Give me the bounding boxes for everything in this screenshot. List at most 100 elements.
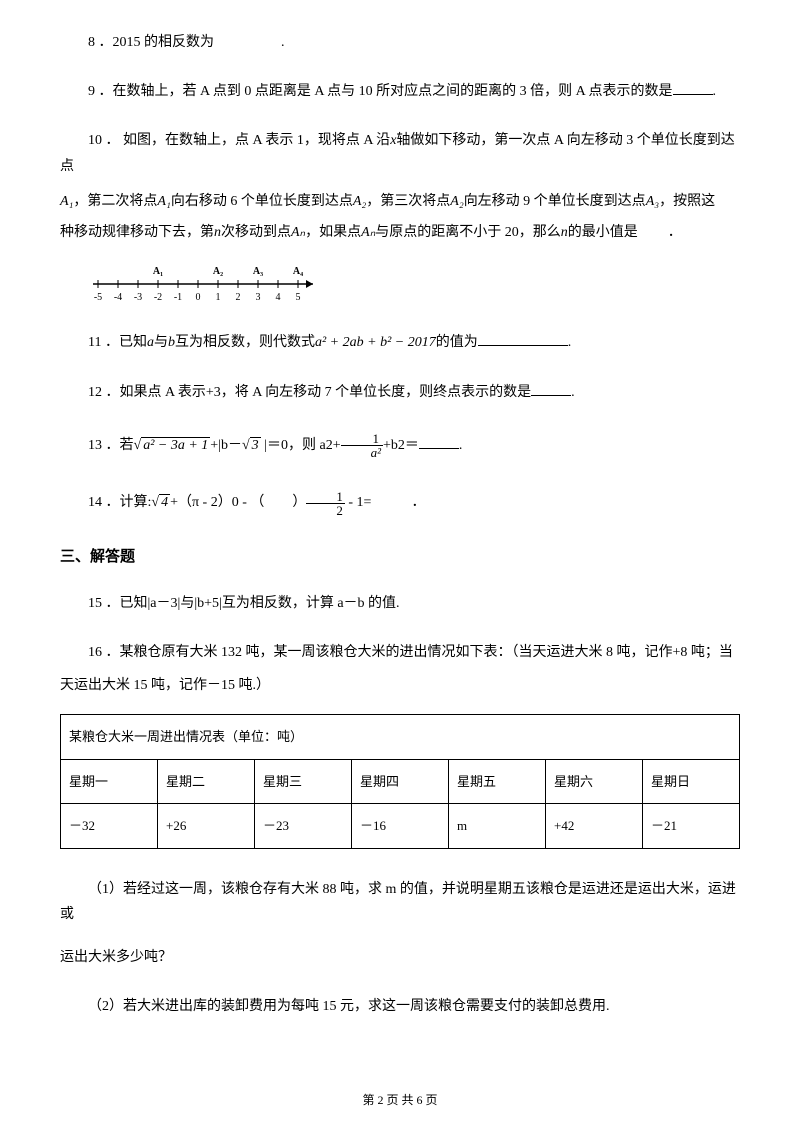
q14-sqrt: 4 <box>159 494 170 510</box>
q10-l2a: ，第二次将点 <box>73 194 157 209</box>
table-value-cell: －32 <box>61 804 158 848</box>
numline-svg: A₁A₂A₃A₄ -5-4-3-2-1012345 <box>88 256 328 304</box>
question-11: 11 ．已知a与b互为相反数，则代数式a² + 2ab + b² − 2017的… <box>60 330 740 355</box>
table-title: 某粮仓大米一周进出情况表（单位：吨） <box>61 715 740 759</box>
q13-sqrt1: a² − 3a + 1 <box>141 437 210 453</box>
sqrt-icon: √ <box>151 495 159 510</box>
q14-t2: +（π - 2）0 - （ ） <box>170 495 306 510</box>
table-value-cell: +42 <box>546 804 643 848</box>
q13-t1: ．若 <box>106 438 134 453</box>
fraction: 1a² <box>341 432 383 459</box>
q11-expr: a² + 2ab + b² − 2017 <box>315 335 436 350</box>
number-line-diagram: A₁A₂A₃A₄ -5-4-3-2-1012345 <box>88 256 740 306</box>
an-var2: Aₙ <box>361 225 375 240</box>
svg-text:0: 0 <box>196 292 201 303</box>
q8-end: . <box>281 35 285 50</box>
q10-l3a: 种移动规律移动下去，第 <box>60 225 214 240</box>
svg-text:-4: -4 <box>114 292 122 303</box>
a2-var2: A₂ <box>450 194 463 209</box>
blank <box>419 435 459 449</box>
q11-num: 11 <box>88 335 101 350</box>
question-16: 16 ．某粮仓原有大米 132 吨，某一周该粮仓大米的进出情况如下表：（当天运进… <box>60 640 740 1019</box>
svg-text:2: 2 <box>236 292 241 303</box>
a3-var: A₃ <box>646 194 659 209</box>
q16-t1: ．某粮仓原有大米 132 吨，某一周该粮仓大米的进出情况如下表：（当天运进大米 … <box>106 645 733 660</box>
a-var: a <box>147 335 154 350</box>
n-var: n <box>214 225 221 240</box>
an-var: Aₙ <box>291 225 305 240</box>
q10-l3e: 的最小值是 <box>568 225 638 240</box>
svg-text:3: 3 <box>256 292 261 303</box>
q10-l3d: 与原点的距离不小于 20，那么 <box>375 225 561 240</box>
question-15: 15 ．已知|a－3|与|b+5|互为相反数，计算 a－b 的值. <box>60 591 740 616</box>
q11-end: . <box>568 335 572 350</box>
b-var: b <box>168 335 175 350</box>
question-10: 10 ． 如图，在数轴上，点 A 表示 1，现将点 A 沿x轴做如下移动，第一次… <box>60 128 740 306</box>
q16-sub1a: （1）若经过这一周，该粮仓存有大米 88 吨，求 m 的值，并说明星期五该粮仓是… <box>60 882 736 922</box>
svg-text:-1: -1 <box>174 292 182 303</box>
q16-num: 16 <box>88 645 102 660</box>
a1-var2: A₁ <box>157 194 170 209</box>
q12-text: ．如果点 A 表示+3，将 A 向左移动 7 个单位长度，则终点表示的数是 <box>106 385 532 400</box>
q14-num: 14 <box>88 495 102 510</box>
table-header-cell: 星期一 <box>61 759 158 803</box>
svg-text:-2: -2 <box>154 292 162 303</box>
q14-t3: - 1= <box>345 495 372 510</box>
question-14: 14 ．计算:√4+（π - 2）0 - （ ）12 - 1=． <box>60 486 740 520</box>
q11-t2: 与 <box>154 335 168 350</box>
question-8: 8 ．2015 的相反数为 . <box>60 30 740 55</box>
svg-text:4: 4 <box>276 292 281 303</box>
q16-t2: 天运出大米 15 吨，记作－15 吨.） <box>60 678 270 693</box>
table-value-cell: －21 <box>643 804 740 848</box>
blank <box>478 332 568 346</box>
a2-var: A₂ <box>353 194 366 209</box>
q14-end: ． <box>411 495 425 510</box>
question-12: 12 ．如果点 A 表示+3，将 A 向左移动 7 个单位长度，则终点表示的数是… <box>60 380 740 405</box>
svg-text:-5: -5 <box>94 292 102 303</box>
svg-text:5: 5 <box>296 292 301 303</box>
q10-l3b: 次移动到点 <box>221 225 291 240</box>
q12-end: . <box>571 385 575 400</box>
svg-text:A₂: A₂ <box>213 266 223 277</box>
table-header-cell: 星期六 <box>546 759 643 803</box>
question-13: 13 ．若√a² − 3a + 1+|b－√3 |＝0，则 a2+1a²+b2＝… <box>60 429 740 463</box>
blank <box>531 382 571 396</box>
q16-sub1b: 运出大米多少吨？ <box>60 950 172 965</box>
table-header-cell: 星期四 <box>352 759 449 803</box>
q13-num: 13 <box>88 438 102 453</box>
q13-end: . <box>459 438 463 453</box>
q15-text: ．已知|a－3|与|b+5|互为相反数，计算 a－b 的值. <box>106 596 400 611</box>
q13-t2: +|b－ <box>210 438 242 453</box>
svg-text:A₁: A₁ <box>153 266 163 277</box>
q10-l3c: ，如果点 <box>305 225 361 240</box>
q10-end: ． <box>668 225 682 240</box>
q10-l2e: ，按照这 <box>659 194 715 209</box>
q10-l2b: 向右移动 6 个单位长度到达点 <box>171 194 353 209</box>
svg-text:A₃: A₃ <box>253 266 263 277</box>
q12-num: 12 <box>88 385 102 400</box>
q14-t1: ．计算: <box>106 495 152 510</box>
page-footer: 第 2 页 共 6 页 <box>0 1090 800 1112</box>
q16-sub2: （2）若大米进出库的装卸费用为每吨 15 元，求这一周该粮仓需要支付的装卸总费用… <box>88 999 610 1014</box>
n-var2: n <box>561 225 568 240</box>
table-value-cell: +26 <box>158 804 255 848</box>
q11-t3: 互为相反数，则代数式 <box>175 335 315 350</box>
table-header-cell: 星期二 <box>158 759 255 803</box>
table-header-cell: 星期五 <box>449 759 546 803</box>
q8-text: ．2015 的相反数为 <box>99 35 215 50</box>
q10-l1a: ． 如图，在数轴上，点 A 表示 1，现将点 A 沿 <box>106 133 391 148</box>
section-3-title: 三、解答题 <box>60 544 740 571</box>
q9-text: ．在数轴上，若 A 点到 0 点距离是 A 点与 10 所对应点之间的距离的 3… <box>99 84 673 99</box>
q11-t4: 的值为 <box>436 335 478 350</box>
table-header-cell: 星期日 <box>643 759 740 803</box>
q13-t3: |＝0，则 a2+ <box>261 438 341 453</box>
sqrt-icon: √ <box>242 438 250 453</box>
svg-text:-3: -3 <box>134 292 142 303</box>
q15-num: 15 <box>88 596 102 611</box>
q13-t4: +b2＝ <box>383 438 419 453</box>
a1-var: A₁ <box>60 194 73 209</box>
table-value-cell: －16 <box>352 804 449 848</box>
q10-l2c: ，第三次将点 <box>366 194 450 209</box>
table-value-cell: －23 <box>255 804 352 848</box>
question-9: 9 ．在数轴上，若 A 点到 0 点距离是 A 点与 10 所对应点之间的距离的… <box>60 79 740 104</box>
